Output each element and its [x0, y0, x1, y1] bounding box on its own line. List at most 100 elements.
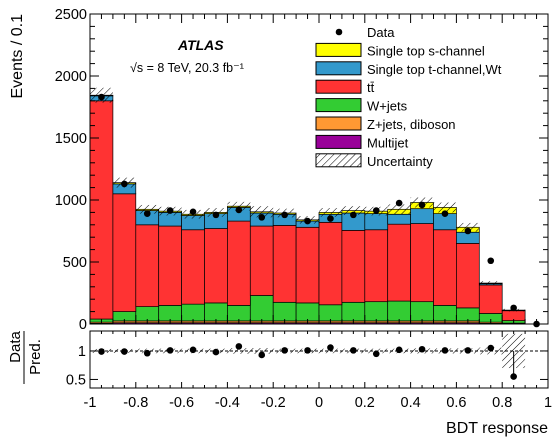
x-ticks-main [89, 14, 549, 324]
ratio-y-label: Data Pred. [7, 331, 44, 384]
ratio-tick-label-0: 0.5 [66, 372, 86, 388]
bar-tt--3 [158, 225, 182, 306]
bar-w-jets-5 [204, 302, 228, 322]
legend-label-uncertainty: Uncertainty [367, 154, 433, 169]
data-point-3 [166, 207, 174, 214]
ratio-label-data: Data [7, 331, 24, 363]
y-tick-label-5: 2500 [55, 7, 87, 23]
bar-tt--9 [295, 226, 320, 304]
y-tick-label-0: 0 [79, 317, 87, 333]
legend-data-marker [335, 28, 343, 36]
legend-label-w-jets: W+jets [367, 99, 408, 114]
ratio-points [98, 343, 517, 380]
legend-label-z-jets-diboson: Z+jets, diboson [367, 117, 456, 132]
ratio-point-13 [395, 346, 403, 354]
x-tick-label-4: -0.2 [261, 395, 286, 411]
data-point-4 [189, 208, 197, 216]
data-point-18 [510, 304, 517, 312]
legend-swatch-single-top-s-channel [315, 42, 362, 57]
uncertainty-11 [341, 206, 365, 215]
data-point-11 [350, 211, 357, 219]
x-tick-label-5: 0 [315, 395, 323, 411]
energy-label: √s = 8 TeV, 20.3 fb⁻¹ [130, 61, 244, 75]
bar-tt--10 [318, 221, 343, 306]
legend-swatch-single-top-t-channel-wt [315, 61, 362, 76]
bar-tt--14 [410, 223, 434, 303]
x-tick-label-7: 0.4 [401, 395, 421, 411]
data-point-9 [304, 217, 311, 225]
bar-tt--2 [135, 224, 160, 307]
stacked-histogram [89, 94, 526, 325]
ratio-point-16 [464, 347, 472, 354]
legend-swatch-multijet [315, 134, 362, 149]
bar-w-jets-15 [433, 305, 457, 322]
ratio-frame [89, 330, 549, 389]
uncertainty-15 [433, 202, 457, 213]
bar-w-jets-4 [181, 303, 205, 322]
data-point-6 [235, 206, 243, 214]
experiment-label: ATLAS [177, 37, 224, 53]
bar-tt--7 [249, 225, 274, 296]
data-point-5 [212, 211, 220, 219]
x-tick-label-6: 0.2 [355, 395, 375, 411]
bar-tt--6 [227, 220, 251, 306]
bar-w-jets-14 [410, 301, 434, 322]
ratio-point-15 [441, 347, 449, 354]
ratio-band-6 [227, 348, 251, 354]
x-tick-label-10: 1 [544, 395, 552, 411]
bar-w-jets-9 [295, 302, 320, 322]
y-axis-label: Events / 0.1 [9, 14, 26, 99]
bar-tt--8 [272, 225, 297, 303]
y-tick-label-3: 1500 [55, 131, 87, 147]
bar-tt--12 [364, 229, 389, 303]
ratio-point-14 [418, 345, 426, 353]
bar-w-jets-12 [364, 301, 389, 322]
legend-label-multijet: Multijet [367, 135, 409, 150]
ratio-point-8 [281, 347, 288, 354]
uncertainty-2 [135, 204, 159, 214]
legend-label-single-top-t-channel-wt: Single top t-channel,Wt [367, 62, 502, 77]
ratio-y-ticks: 0.51 [66, 344, 548, 388]
bar-w-jets-13 [387, 300, 411, 322]
uncertainty-10 [319, 208, 342, 217]
ratio-panel: 0.51 Data Pred. [7, 330, 549, 389]
bar-w-jets-10 [318, 304, 343, 322]
x-tick-label-0: -1 [84, 395, 97, 411]
main-panel: 0 500 1000 1500 2000 2500 ATLAS √s = 8 TeV, 2… [9, 7, 549, 333]
x-ticks-ratio [89, 331, 549, 388]
bar-w-jets-2 [135, 306, 160, 322]
bar-tt--1 [112, 193, 137, 312]
data-point-0 [98, 93, 105, 101]
data-point-16 [464, 227, 472, 235]
x-tick-label-8: 0.6 [446, 395, 466, 411]
data-point-13 [395, 199, 403, 207]
data-point-14 [418, 201, 426, 209]
legend: Data Single top s-channel Single top t-cha… [315, 25, 502, 169]
ratio-point-17 [487, 344, 495, 352]
data-point-8 [281, 211, 288, 219]
legend-label-tt-: tt̄ [367, 80, 375, 95]
legend-swatch-z-jets-diboson [315, 116, 362, 131]
ratio-point-18 [510, 373, 517, 380]
ratio-point-10 [327, 344, 334, 351]
bar-w-jets-11 [341, 301, 366, 322]
data-point-1 [121, 180, 128, 188]
ratio-point-9 [304, 347, 311, 354]
uncertainty-6 [227, 201, 251, 211]
ratio-point-1 [121, 348, 128, 355]
uncertainty-13 [387, 204, 411, 215]
bar-w-jets-3 [158, 305, 182, 322]
ratio-point-3 [166, 347, 174, 354]
ratio-point-6 [235, 343, 243, 350]
bar-tt--4 [181, 229, 205, 305]
x-tick-label-2: -0.6 [169, 395, 194, 411]
data-point-15 [441, 210, 449, 217]
uncertainty-7 [250, 206, 274, 218]
x-tick-label-3: -0.4 [215, 395, 240, 411]
bar-tt--17 [478, 284, 503, 314]
bar-single-top-t-channel-wt-13 [387, 213, 411, 225]
bar-w-jets-8 [272, 301, 297, 322]
bar-tt--5 [204, 228, 228, 304]
x-tick-label-9: 0.8 [492, 395, 512, 411]
